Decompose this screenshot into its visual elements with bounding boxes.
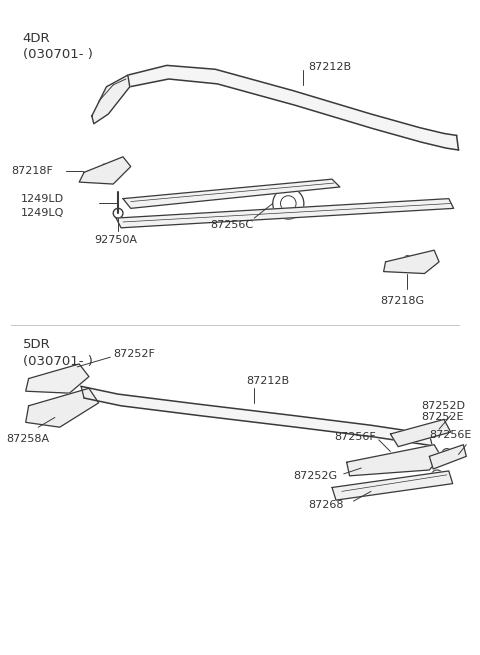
Polygon shape bbox=[81, 386, 432, 445]
Text: (030701- ): (030701- ) bbox=[23, 354, 93, 367]
Text: 87252D: 87252D bbox=[421, 401, 466, 411]
Text: 87268: 87268 bbox=[308, 500, 343, 510]
Polygon shape bbox=[390, 419, 451, 447]
Polygon shape bbox=[116, 198, 454, 228]
Text: 87218F: 87218F bbox=[11, 166, 53, 176]
Text: 87256E: 87256E bbox=[429, 430, 472, 440]
Polygon shape bbox=[332, 471, 453, 500]
Polygon shape bbox=[104, 66, 458, 150]
Text: 1249LQ: 1249LQ bbox=[21, 208, 64, 218]
Text: 92750A: 92750A bbox=[94, 235, 137, 246]
Polygon shape bbox=[384, 250, 439, 274]
Polygon shape bbox=[79, 157, 131, 184]
Text: (030701- ): (030701- ) bbox=[23, 48, 93, 61]
Polygon shape bbox=[92, 75, 130, 124]
Text: 87256F: 87256F bbox=[334, 432, 376, 442]
Text: 87258A: 87258A bbox=[6, 434, 49, 444]
Text: 87218G: 87218G bbox=[381, 296, 425, 306]
Text: 87252E: 87252E bbox=[421, 413, 464, 422]
Polygon shape bbox=[347, 445, 441, 476]
Polygon shape bbox=[26, 364, 89, 393]
Text: 87252G: 87252G bbox=[293, 471, 337, 481]
Text: 87212B: 87212B bbox=[308, 62, 351, 72]
Text: 87256C: 87256C bbox=[211, 220, 253, 230]
Polygon shape bbox=[26, 388, 99, 427]
Text: 4DR: 4DR bbox=[23, 31, 50, 45]
Text: 87212B: 87212B bbox=[247, 375, 289, 386]
Text: 1249LD: 1249LD bbox=[21, 194, 64, 204]
Text: 87252F: 87252F bbox=[113, 349, 155, 359]
Text: 5DR: 5DR bbox=[23, 338, 50, 351]
Polygon shape bbox=[429, 445, 466, 469]
Polygon shape bbox=[123, 179, 340, 208]
